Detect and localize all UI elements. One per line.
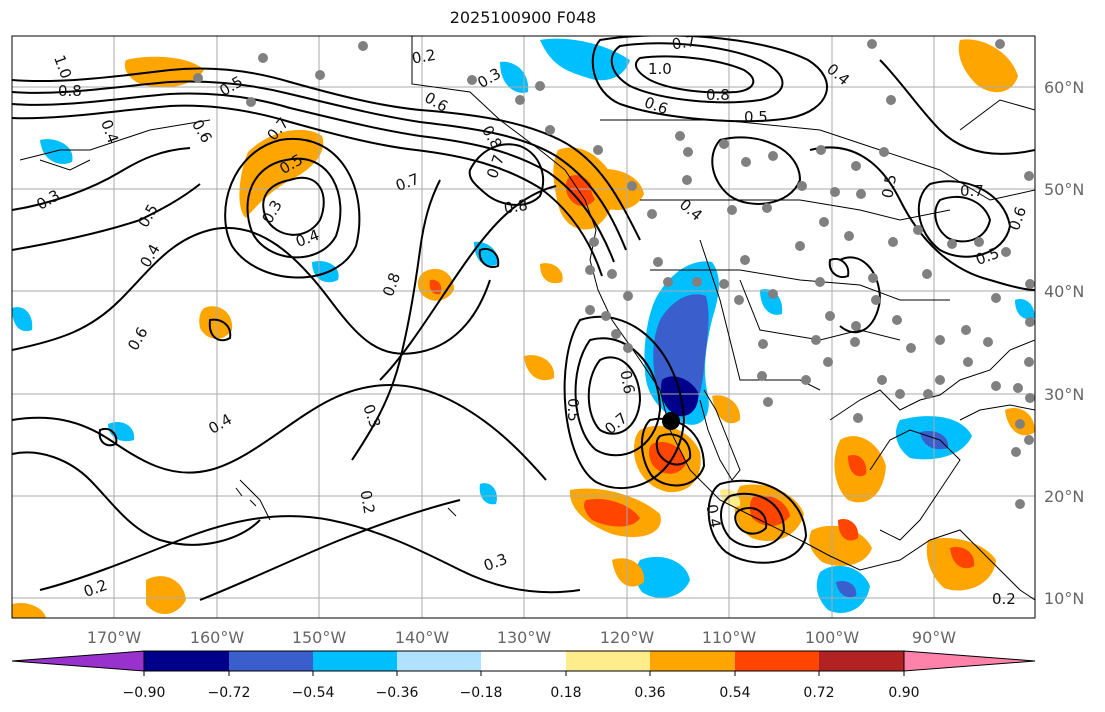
contour-label: 0.5 [564,398,582,422]
lon-label: 160°W [190,628,245,647]
colorbar-tick-label: −0.90 [123,685,166,701]
colorbar-tick-label: −0.54 [292,685,335,701]
colorbar-tick-label: 0.18 [550,685,581,701]
graticule [12,36,1035,618]
lon-label: 100°W [805,628,860,647]
contour-label: 1.0 [648,60,672,78]
contour-label: 0.7 [960,182,984,200]
lat-label: 20°N [1044,487,1084,506]
shade-negative-baja-dark [660,376,699,417]
contour-lines [12,36,1035,601]
colorbar-tick-label: −0.18 [460,685,503,701]
contour-label: 0.5 [744,108,768,126]
contour-label: 0.7 [670,32,697,54]
contour-label: 0.5 [878,173,900,200]
colorbar-outline [143,650,905,672]
colorbar: −0.90 −0.72 −0.54 −0.36 −0.18 0.18 0.36 … [11,650,1036,701]
colorbar-bin [481,651,566,671]
colorbar-bin [650,651,735,671]
colorbar-bin [229,651,313,671]
contour-label: 0.4 [702,503,724,530]
lat-label: 40°N [1044,282,1084,301]
lat-label: 50°N [1044,180,1084,199]
lon-label: 170°W [87,628,142,647]
colorbar-bin [735,651,819,671]
contour-label: 0.8 [706,86,730,104]
colorbar-tick-label: 0.72 [803,685,834,701]
colorbar-bin [313,651,397,671]
lon-label: 150°W [292,628,347,647]
contour-label: 0.2 [356,489,378,516]
colorbar-tick-label: 0.54 [719,685,750,701]
lon-label: 110°W [702,628,757,647]
contour-label: 0.2 [410,46,437,68]
storm-center-marker [662,412,680,430]
lon-label: 120°W [600,628,655,647]
colorbar-bin [566,651,650,671]
contour-label: 0.6 [616,369,638,396]
colorbar-extend-low [11,650,145,672]
colorbar-extend-high [903,650,1036,672]
shade-negative-pnw [540,38,630,81]
lat-label: 10°N [1044,589,1084,608]
colorbar-bin [397,651,481,671]
map-frame [11,35,1036,619]
contour-label: 0.8 [58,82,82,100]
lon-label: 130°W [497,628,552,647]
colorbar-tick-label: −0.72 [208,685,251,701]
lat-label: 30°N [1044,385,1084,404]
lon-label: 140°W [395,628,450,647]
contour-label: 0.2 [992,590,1016,608]
contour-label: 0.8 [502,196,529,218]
observation-stations [193,39,1035,509]
latitude-labels: 60°N 50°N 40°N 30°N 20°N 10°N [1044,78,1084,608]
colorbar-tick-label: −0.36 [376,685,419,701]
colorbar-tick-label: 0.90 [888,685,919,701]
longitude-labels: 170°W 160°W 150°W 140°W 130°W 120°W 110°… [87,628,956,647]
lon-label: 90°W [912,628,956,647]
shade-positive-north-pacific [239,129,324,218]
colorbar-bin [819,651,904,671]
colorbar-bin [144,651,229,671]
colorbar-tick-label: 0.36 [634,685,665,701]
map-title: 2025100900 F048 [449,8,597,27]
lat-label: 60°N [1044,78,1084,97]
